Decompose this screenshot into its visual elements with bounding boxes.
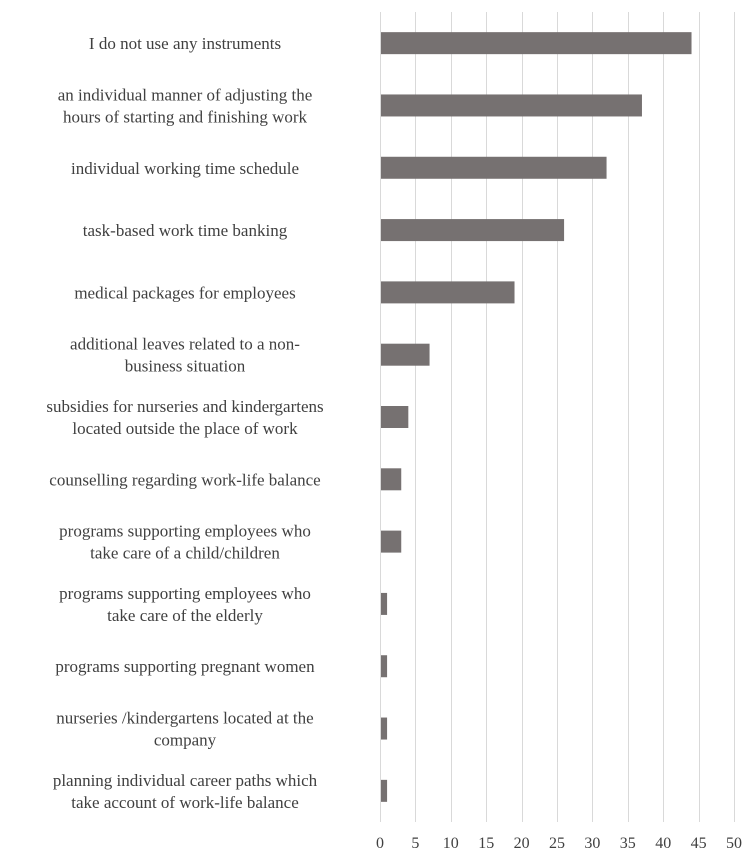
category-label: additional leaves related to a non-busin…	[70, 335, 300, 376]
bar	[381, 156, 607, 179]
category-label: individual working time schedule	[71, 159, 299, 178]
category-label-line: additional leaves related to a non-	[70, 335, 300, 354]
bars	[381, 32, 692, 802]
category-label: planning individual career paths which ta…	[53, 771, 318, 812]
category-label: counselling regarding work-life balance	[49, 470, 320, 489]
category-label: programs supporting employees who take ca…	[59, 584, 311, 625]
category-label-line: take care of the elderly	[107, 606, 263, 625]
bar	[381, 281, 515, 304]
category-label: task-based work time banking	[83, 221, 288, 240]
category-label-line: planning individual career paths which	[53, 771, 318, 790]
x-tick-label: 45	[691, 835, 707, 852]
x-tick-label: 10	[443, 835, 459, 852]
bar	[381, 530, 402, 553]
category-label: subsidies for nurseries and kindergarten…	[46, 397, 323, 438]
category-label-line: medical packages for employees	[74, 283, 295, 302]
category-label: programs supporting pregnant women	[55, 657, 315, 676]
x-tick-label: 5	[411, 835, 419, 852]
category-label-line: nurseries /kindergartens located at the	[56, 709, 313, 728]
x-tick-label: 25	[549, 835, 565, 852]
category-label-line: programs supporting employees who	[59, 584, 311, 603]
category-label-line: company	[154, 731, 217, 750]
category-label-line: individual working time schedule	[71, 159, 299, 178]
category-label-line: I do not use any instruments	[89, 34, 281, 53]
bar	[381, 32, 692, 55]
category-label-line: take account of work-life balance	[71, 793, 299, 812]
category-label-line: an individual manner of adjusting the	[58, 85, 312, 104]
category-label-line: programs supporting employees who	[59, 522, 311, 541]
x-axis-tick-labels: 0 5 10 15 20 25 30 35 40 45 50	[376, 835, 742, 852]
bar	[381, 94, 642, 117]
bar	[381, 219, 565, 242]
category-label: an individual manner of adjusting the hou…	[58, 85, 312, 126]
category-label: medical packages for employees	[74, 283, 295, 302]
bar	[381, 779, 388, 802]
category-label-line: subsidies for nurseries and kindergarten…	[46, 397, 323, 416]
category-label-line: task-based work time banking	[83, 221, 288, 240]
category-label: I do not use any instruments	[89, 34, 281, 53]
bar	[381, 717, 388, 740]
x-tick-label: 15	[478, 835, 494, 852]
category-label-line: business situation	[125, 357, 246, 376]
bar	[381, 406, 409, 428]
bar	[381, 592, 388, 615]
category-label-line: located outside the place of work	[72, 419, 298, 438]
category-label-line: programs supporting pregnant women	[55, 657, 315, 676]
category-label-line: hours of starting and finishing work	[63, 107, 308, 126]
x-tick-label: 0	[376, 835, 384, 852]
x-tick-label: 35	[620, 835, 636, 852]
category-label-line: take care of a child/children	[90, 544, 280, 563]
category-label: programs supporting employees who take ca…	[59, 522, 311, 563]
category-label-line: counselling regarding work-life balance	[49, 470, 320, 489]
category-label: nurseries /kindergartens located at the c…	[56, 709, 313, 750]
x-tick-label: 50	[726, 835, 742, 852]
x-tick-label: 30	[584, 835, 600, 852]
bar	[381, 655, 388, 678]
bar	[381, 343, 430, 366]
grid-lines	[380, 12, 735, 822]
x-tick-label: 20	[514, 835, 530, 852]
x-tick-label: 40	[655, 835, 671, 852]
category-labels: I do not use any instruments an individua…	[46, 34, 323, 812]
bar	[381, 468, 402, 491]
